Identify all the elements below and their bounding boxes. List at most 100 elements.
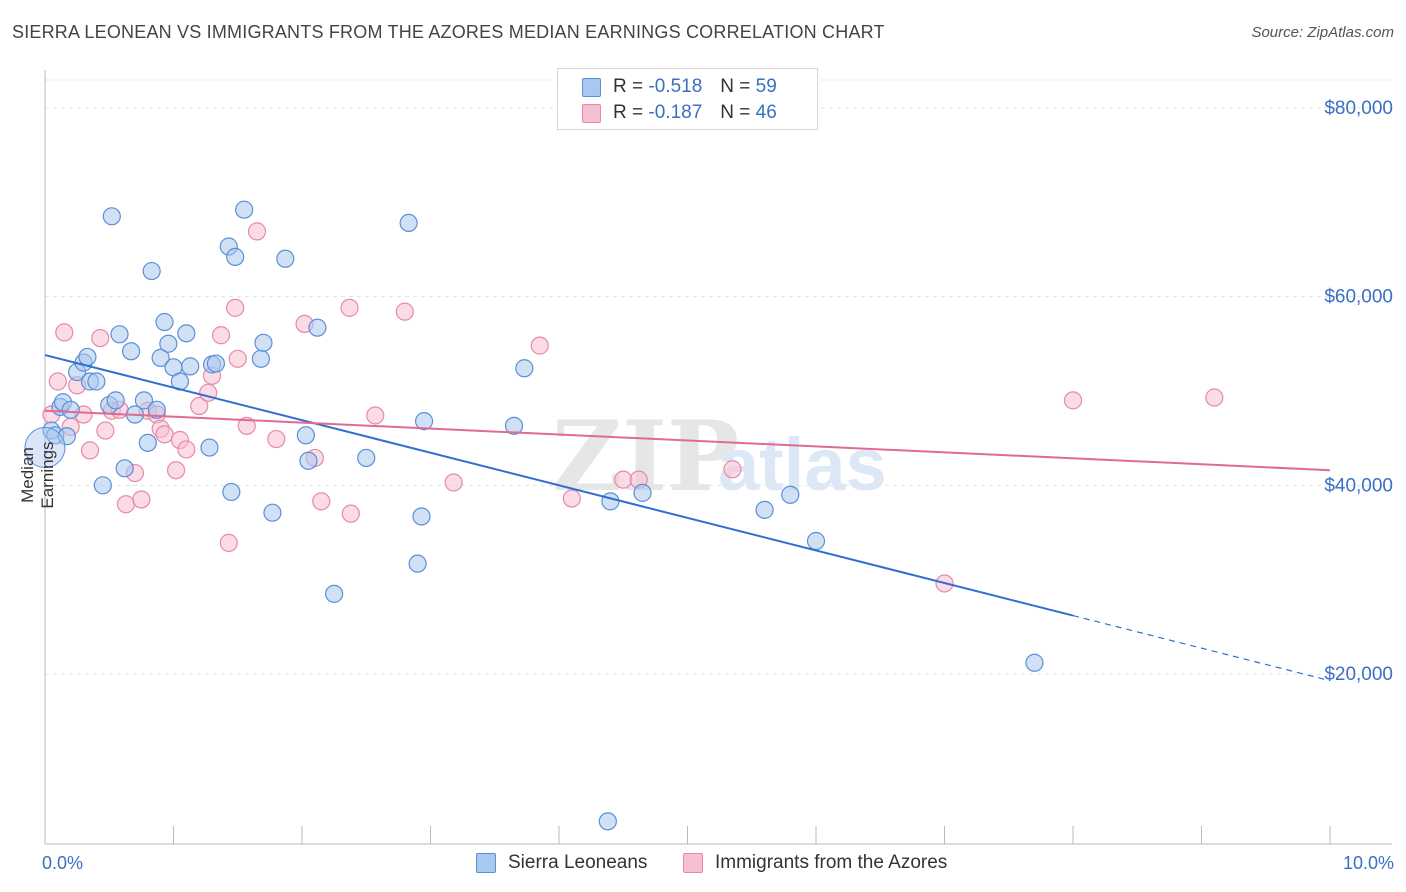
data-point <box>755 500 774 519</box>
data-point <box>155 312 174 332</box>
data-point <box>598 812 617 831</box>
data-point <box>93 476 112 495</box>
data-point <box>276 249 295 268</box>
data-point <box>138 433 157 452</box>
axes <box>44 70 1392 845</box>
data-point <box>237 416 256 435</box>
data-point <box>806 531 826 551</box>
data-point <box>412 507 431 526</box>
legend-r-value: -0.518 <box>648 76 703 97</box>
data-point <box>228 349 247 368</box>
data-point <box>177 440 196 459</box>
data-point <box>80 441 100 460</box>
legend-item-azores[interactable]: Immigrants from the Azores <box>683 852 947 874</box>
data-point <box>296 426 315 445</box>
x-max-label: 10.0% <box>1342 853 1394 873</box>
legend-r-label: R = <box>613 102 644 123</box>
trend-line-sierra-leoneans-extension <box>1072 614 1331 682</box>
grid-lines <box>45 79 1392 675</box>
data-point <box>132 490 151 509</box>
data-point <box>200 438 219 457</box>
data-point <box>57 427 76 446</box>
data-point <box>48 372 67 391</box>
data-point <box>614 470 633 489</box>
data-point <box>1025 653 1044 672</box>
legend-n-label: N = <box>720 102 751 123</box>
data-point <box>1063 391 1083 410</box>
data-point <box>159 334 178 353</box>
data-point <box>530 336 549 355</box>
data-point <box>267 429 286 449</box>
data-point <box>177 324 196 343</box>
data-point <box>444 473 463 492</box>
data-point <box>181 357 200 376</box>
data-point <box>312 492 331 511</box>
watermark-atlas: atlas <box>718 423 887 506</box>
data-point <box>1205 388 1224 407</box>
series-legend: Sierra Leoneans Immigrants from the Azor… <box>0 852 1406 878</box>
data-point <box>222 482 241 502</box>
y-tick-label: $60,000 <box>1324 287 1393 308</box>
data-point <box>562 489 581 508</box>
y-axis-label: Median Earnings <box>18 441 57 509</box>
chart-title: SIERRA LEONEAN VS IMMIGRANTS FROM THE AZ… <box>12 22 885 42</box>
data-point <box>515 359 534 378</box>
data-point <box>263 503 282 522</box>
data-point <box>366 406 385 425</box>
data-point <box>325 584 344 603</box>
correlation-legend: R = -0.518 N = 59 R = -0.187 N = 46 <box>557 68 818 130</box>
data-point <box>55 323 74 342</box>
data-point <box>601 492 620 511</box>
legend-swatch-pink <box>683 853 703 873</box>
data-point <box>115 459 134 478</box>
data-point <box>147 400 166 419</box>
source-label: Source: ZipAtlas.com <box>1251 24 1394 41</box>
data-point <box>633 483 652 502</box>
points-sierra-leoneans <box>24 200 1044 831</box>
data-point <box>341 504 360 523</box>
data-point <box>299 451 318 470</box>
data-point <box>399 213 418 233</box>
y-tick-label: $80,000 <box>1324 98 1393 119</box>
data-point <box>96 421 115 440</box>
legend-swatch-blue <box>476 853 496 873</box>
data-point <box>190 396 209 416</box>
data-point <box>340 298 359 317</box>
trend-lines <box>44 354 1331 682</box>
data-point <box>91 328 110 348</box>
data-point <box>219 533 238 552</box>
legend-row-azores: R = -0.187 N = 46 <box>582 101 777 125</box>
data-point <box>395 302 414 321</box>
data-point <box>357 448 376 468</box>
data-point <box>121 342 141 361</box>
data-point <box>155 425 174 444</box>
legend-swatch-blue <box>582 77 601 97</box>
legend-label: Sierra Leoneans <box>508 852 648 873</box>
legend-row-sierra-leoneans: R = -0.518 N = 59 <box>582 75 777 99</box>
trend-line-sierra-leoneans <box>44 354 1074 617</box>
y-tick-label: $40,000 <box>1324 475 1393 496</box>
data-point <box>206 354 226 373</box>
x-min-label: 0.0% <box>42 853 84 873</box>
legend-r-value: -0.187 <box>648 102 703 123</box>
legend-n-value: 59 <box>755 76 777 97</box>
legend-swatch-pink <box>582 103 601 123</box>
data-point <box>78 347 97 367</box>
data-point <box>166 461 186 480</box>
data-point <box>142 261 161 281</box>
data-point <box>151 348 170 367</box>
data-point <box>116 495 136 514</box>
legend-n-value: 46 <box>755 102 777 123</box>
data-point <box>61 400 80 419</box>
data-point <box>235 200 254 219</box>
data-point <box>226 247 245 266</box>
legend-item-sierra-leoneans[interactable]: Sierra Leoneans <box>476 852 647 874</box>
data-point <box>226 298 245 317</box>
data-point <box>254 333 273 352</box>
data-point <box>781 485 800 504</box>
trend-line-azores <box>44 409 1331 472</box>
legend-n-label: N = <box>720 76 751 97</box>
y-tick-labels: $80,000 $60,000 $40,000 $20,000 <box>1324 98 1393 685</box>
data-point <box>408 554 427 573</box>
